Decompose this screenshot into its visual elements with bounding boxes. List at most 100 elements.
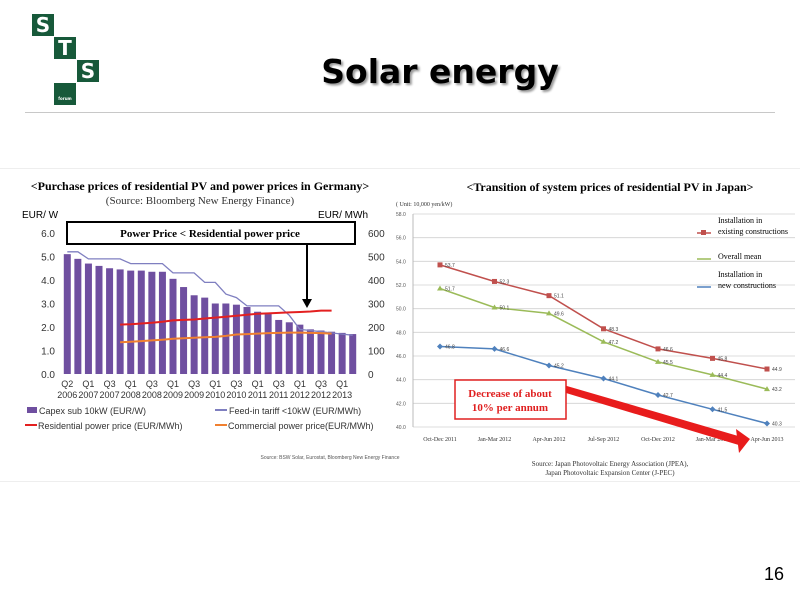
- feed-in-tariff-line: [67, 251, 353, 336]
- mean-point: [437, 285, 443, 291]
- capex-bar: [254, 311, 262, 374]
- capex-bar: [296, 324, 304, 374]
- left-y-tick: 1.0: [41, 347, 55, 358]
- capex-bar: [264, 314, 272, 374]
- title-divider: [25, 112, 775, 113]
- legend-capex: Capex sub 10kW (EUR/W): [39, 406, 146, 416]
- decrease-arrowhead: [736, 429, 750, 453]
- new-data-label: 40.3: [772, 421, 782, 427]
- right-y-tick: 500: [368, 253, 385, 264]
- x-tick-quarter: Q3: [104, 379, 116, 389]
- capex-bar: [74, 258, 82, 374]
- capex-bar: [211, 303, 219, 374]
- capex-bar: [190, 295, 198, 374]
- japan-chart-title: <Transition of system prices of resident…: [466, 180, 753, 194]
- right-y-tick: 100: [368, 347, 385, 358]
- y-tick: 48.0: [396, 330, 406, 336]
- mean-data-label: 49.6: [554, 311, 564, 317]
- x-tick-year: 2010: [226, 390, 246, 400]
- existing-data-label: 48.3: [609, 327, 619, 333]
- decrease-box: [454, 379, 567, 420]
- new-point: [709, 406, 716, 413]
- legend-existing-line1: Installation in: [718, 216, 762, 225]
- x-tick-quarter: Q3: [273, 379, 285, 389]
- y-tick: 54.0: [396, 259, 406, 265]
- existing-point: [546, 293, 552, 299]
- decrease-arrow: [560, 384, 745, 446]
- logo-letter-s2: S: [77, 60, 99, 82]
- legend-marker-existing: [701, 230, 706, 235]
- y-tick: 44.0: [396, 378, 406, 384]
- left-y-tick: 5.0: [41, 253, 55, 264]
- germany-chart-subtitle: (Source: Bloomberg New Energy Finance): [106, 195, 295, 207]
- x-tick-year: 2011: [269, 390, 288, 400]
- existing-data-label: 51.1: [554, 294, 564, 300]
- mean-point: [546, 310, 552, 316]
- x-tick-quarter: Q1: [82, 379, 94, 389]
- y-tick: 42.0: [396, 401, 406, 407]
- existing-data-label: 46.6: [663, 347, 673, 353]
- left-y-tick: 3.0: [41, 300, 55, 311]
- capex-bar: [106, 268, 114, 374]
- mean-point: [655, 358, 661, 364]
- charts-figure: <Purchase prices of residential PV and p…: [0, 168, 800, 482]
- capex-bar: [158, 271, 166, 374]
- capex-bar: [317, 330, 325, 374]
- x-tick-quarter: Q3: [146, 379, 158, 389]
- x-tick-quarter: Q1: [125, 379, 137, 389]
- y-tick: 52.0: [396, 283, 406, 289]
- existing-point: [764, 366, 770, 372]
- x-tick-year: 2006: [57, 390, 77, 400]
- new-point: [437, 343, 443, 350]
- y-tick: 56.0: [396, 236, 406, 242]
- x-tick-year: 2007: [78, 390, 98, 400]
- capex-bar: [349, 334, 357, 374]
- mean-data-label: 44.4: [718, 373, 728, 379]
- legend-fit: Feed-in tariff <10kW (EUR/MWh): [229, 406, 361, 416]
- x-tick: Jan-Mar 2012: [478, 437, 512, 443]
- new-data-label: 46.6: [500, 347, 510, 353]
- x-tick-quarter: Q1: [336, 379, 348, 389]
- right-y-tick: 600: [368, 229, 385, 240]
- x-tick-year: 2008: [142, 390, 162, 400]
- logo-letter-t: T: [54, 37, 76, 59]
- new-point: [491, 345, 498, 352]
- capex-bar: [222, 303, 230, 374]
- capex-bar: [306, 329, 314, 374]
- x-tick-year: 2011: [248, 390, 267, 400]
- mean-point: [491, 304, 498, 310]
- japan-source-2: Japan Photovoltaic Expansion Center (J-P…: [545, 469, 675, 477]
- x-tick-year: 2013: [332, 390, 352, 400]
- legend-mean: Overall mean: [718, 252, 761, 261]
- x-tick-quarter: Q1: [252, 379, 264, 389]
- x-tick-quarter: Q1: [294, 379, 306, 389]
- left-axis-label: EUR/ W: [22, 210, 59, 221]
- decrease-text-line1: Decrease of about: [468, 388, 552, 400]
- legend-existing: existing constructions: [718, 227, 788, 236]
- existing-point: [655, 346, 661, 352]
- right-axis-label: EUR/ MWh: [318, 210, 368, 221]
- x-tick: Oct-Dec 2011: [423, 437, 457, 443]
- mean-data-label: 43.2: [772, 387, 782, 393]
- x-tick: Jul-Sep 2012: [588, 437, 620, 443]
- existing-point: [437, 262, 443, 268]
- legend-residential: Residential power price (EUR/MWh): [38, 421, 183, 431]
- new-point: [764, 420, 770, 427]
- page-number: 16: [764, 564, 785, 584]
- capex-bar: [63, 254, 71, 374]
- x-tick-quarter: Q1: [209, 379, 221, 389]
- right-y-tick: 0: [368, 370, 374, 381]
- x-tick: Apr-Jun 2012: [532, 437, 565, 443]
- logo-letter-s: S: [32, 14, 54, 36]
- mean-point: [709, 371, 716, 377]
- existing-point: [710, 355, 715, 361]
- capex-bar: [201, 297, 209, 374]
- x-tick-year: 2012: [311, 390, 331, 400]
- germany-chart-footnote: Source: BSW Solar, Eurostat, Bloomberg N…: [261, 455, 400, 461]
- capex-bar: [338, 332, 346, 374]
- capex-bar: [328, 331, 336, 374]
- left-y-tick: 6.0: [41, 229, 55, 240]
- japan-source-1: Source: Japan Photovoltaic Energy Associ…: [532, 460, 689, 468]
- charts-svg: <Purchase prices of residential PV and p…: [22, 179, 795, 477]
- x-tick-quarter: Q2: [61, 379, 73, 389]
